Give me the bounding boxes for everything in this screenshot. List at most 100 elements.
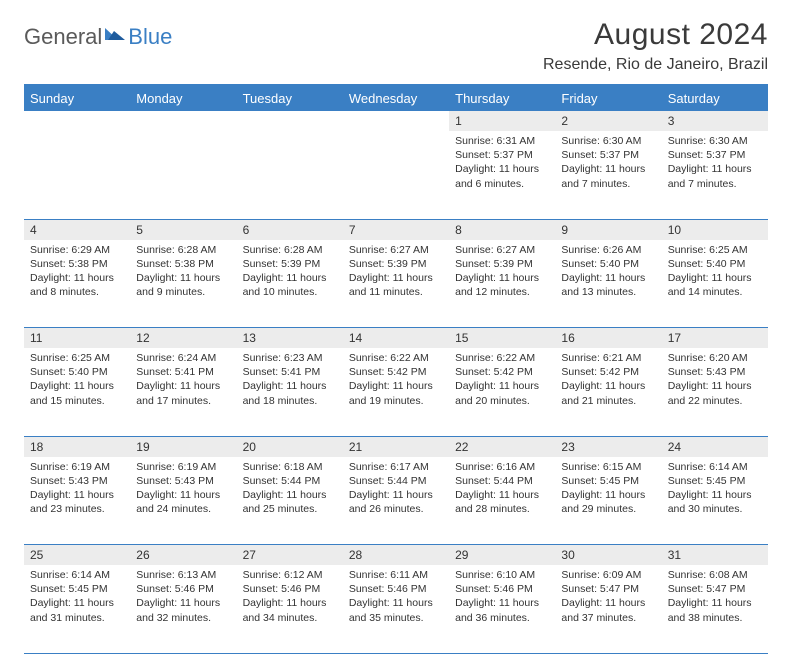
day-body-cell: Sunrise: 6:11 AMSunset: 5:46 PMDaylight:…: [343, 565, 449, 653]
day-body-cell: Sunrise: 6:15 AMSunset: 5:45 PMDaylight:…: [555, 457, 661, 545]
day-number-cell: 19: [130, 436, 236, 457]
day-body-cell: Sunrise: 6:18 AMSunset: 5:44 PMDaylight:…: [237, 457, 343, 545]
day-details: Sunrise: 6:22 AMSunset: 5:42 PMDaylight:…: [449, 348, 555, 414]
day-details: Sunrise: 6:16 AMSunset: 5:44 PMDaylight:…: [449, 457, 555, 523]
day-details: Sunrise: 6:20 AMSunset: 5:43 PMDaylight:…: [662, 348, 768, 414]
day-body-cell: Sunrise: 6:25 AMSunset: 5:40 PMDaylight:…: [24, 348, 130, 436]
day-body-cell: Sunrise: 6:31 AMSunset: 5:37 PMDaylight:…: [449, 131, 555, 219]
day-details: Sunrise: 6:18 AMSunset: 5:44 PMDaylight:…: [237, 457, 343, 523]
day-number-cell: 12: [130, 328, 236, 349]
day-body-cell: Sunrise: 6:28 AMSunset: 5:38 PMDaylight:…: [130, 240, 236, 328]
day-number-cell: 11: [24, 328, 130, 349]
day-details: Sunrise: 6:22 AMSunset: 5:42 PMDaylight:…: [343, 348, 449, 414]
day-details: Sunrise: 6:12 AMSunset: 5:46 PMDaylight:…: [237, 565, 343, 631]
day-details: Sunrise: 6:27 AMSunset: 5:39 PMDaylight:…: [343, 240, 449, 306]
calendar-table: Sunday Monday Tuesday Wednesday Thursday…: [24, 84, 768, 654]
day-number-cell: 9: [555, 219, 661, 240]
day-details: Sunrise: 6:26 AMSunset: 5:40 PMDaylight:…: [555, 240, 661, 306]
header: General Blue August 2024 Resende, Rio de…: [24, 18, 768, 74]
brand-flag-icon: [105, 26, 125, 49]
day-details: Sunrise: 6:14 AMSunset: 5:45 PMDaylight:…: [24, 565, 130, 631]
day-details: Sunrise: 6:30 AMSunset: 5:37 PMDaylight:…: [662, 131, 768, 197]
day-number-cell: 25: [24, 545, 130, 566]
day-body-row: Sunrise: 6:25 AMSunset: 5:40 PMDaylight:…: [24, 348, 768, 436]
day-number-cell: 26: [130, 545, 236, 566]
day-body-cell: Sunrise: 6:14 AMSunset: 5:45 PMDaylight:…: [24, 565, 130, 653]
day-body-cell: Sunrise: 6:13 AMSunset: 5:46 PMDaylight:…: [130, 565, 236, 653]
day-number-cell: 13: [237, 328, 343, 349]
day-body-row: Sunrise: 6:31 AMSunset: 5:37 PMDaylight:…: [24, 131, 768, 219]
day-number-cell: 24: [662, 436, 768, 457]
day-number-cell: 14: [343, 328, 449, 349]
weekday-header: Friday: [555, 85, 661, 111]
day-body-cell: Sunrise: 6:22 AMSunset: 5:42 PMDaylight:…: [343, 348, 449, 436]
day-body-cell: [130, 131, 236, 219]
day-number-cell: 17: [662, 328, 768, 349]
day-number-row: 123: [24, 111, 768, 131]
day-number-cell: 31: [662, 545, 768, 566]
day-details: Sunrise: 6:08 AMSunset: 5:47 PMDaylight:…: [662, 565, 768, 631]
day-number-cell: 7: [343, 219, 449, 240]
day-details: Sunrise: 6:17 AMSunset: 5:44 PMDaylight:…: [343, 457, 449, 523]
day-number-cell: 29: [449, 545, 555, 566]
day-body-cell: Sunrise: 6:29 AMSunset: 5:38 PMDaylight:…: [24, 240, 130, 328]
day-number-cell: 3: [662, 111, 768, 131]
weekday-header: Monday: [130, 85, 236, 111]
day-number-cell: 30: [555, 545, 661, 566]
day-body-cell: Sunrise: 6:30 AMSunset: 5:37 PMDaylight:…: [662, 131, 768, 219]
day-number-row: 11121314151617: [24, 328, 768, 349]
month-title: August 2024: [543, 18, 768, 52]
day-number-cell: 10: [662, 219, 768, 240]
day-details: Sunrise: 6:15 AMSunset: 5:45 PMDaylight:…: [555, 457, 661, 523]
day-details: Sunrise: 6:25 AMSunset: 5:40 PMDaylight:…: [662, 240, 768, 306]
day-number-cell: 20: [237, 436, 343, 457]
day-number-cell: [24, 111, 130, 131]
day-body-cell: Sunrise: 6:20 AMSunset: 5:43 PMDaylight:…: [662, 348, 768, 436]
day-number-cell: 4: [24, 219, 130, 240]
day-details: Sunrise: 6:31 AMSunset: 5:37 PMDaylight:…: [449, 131, 555, 197]
weekday-header: Tuesday: [237, 85, 343, 111]
day-number-cell: [130, 111, 236, 131]
day-number-cell: [343, 111, 449, 131]
day-details: Sunrise: 6:28 AMSunset: 5:39 PMDaylight:…: [237, 240, 343, 306]
weekday-header: Sunday: [24, 85, 130, 111]
day-body-cell: Sunrise: 6:25 AMSunset: 5:40 PMDaylight:…: [662, 240, 768, 328]
day-number-cell: 15: [449, 328, 555, 349]
day-number-cell: 5: [130, 219, 236, 240]
brand-part2: Blue: [128, 24, 172, 50]
day-number-cell: [237, 111, 343, 131]
day-details: Sunrise: 6:27 AMSunset: 5:39 PMDaylight:…: [449, 240, 555, 306]
day-details: Sunrise: 6:30 AMSunset: 5:37 PMDaylight:…: [555, 131, 661, 197]
weekday-header: Saturday: [662, 85, 768, 111]
day-body-cell: [24, 131, 130, 219]
day-body-cell: Sunrise: 6:26 AMSunset: 5:40 PMDaylight:…: [555, 240, 661, 328]
day-body-row: Sunrise: 6:29 AMSunset: 5:38 PMDaylight:…: [24, 240, 768, 328]
day-number-cell: 27: [237, 545, 343, 566]
day-number-row: 25262728293031: [24, 545, 768, 566]
day-body-cell: Sunrise: 6:17 AMSunset: 5:44 PMDaylight:…: [343, 457, 449, 545]
day-body-cell: Sunrise: 6:12 AMSunset: 5:46 PMDaylight:…: [237, 565, 343, 653]
day-number-cell: 28: [343, 545, 449, 566]
day-number-cell: 22: [449, 436, 555, 457]
day-body-cell: Sunrise: 6:30 AMSunset: 5:37 PMDaylight:…: [555, 131, 661, 219]
brand-logo: General Blue: [24, 24, 172, 50]
day-details: Sunrise: 6:24 AMSunset: 5:41 PMDaylight:…: [130, 348, 236, 414]
day-body-cell: Sunrise: 6:16 AMSunset: 5:44 PMDaylight:…: [449, 457, 555, 545]
day-number-cell: 21: [343, 436, 449, 457]
day-body-cell: Sunrise: 6:19 AMSunset: 5:43 PMDaylight:…: [24, 457, 130, 545]
day-body-cell: Sunrise: 6:27 AMSunset: 5:39 PMDaylight:…: [343, 240, 449, 328]
brand-part1: General: [24, 24, 102, 50]
day-body-row: Sunrise: 6:14 AMSunset: 5:45 PMDaylight:…: [24, 565, 768, 653]
title-block: August 2024 Resende, Rio de Janeiro, Bra…: [543, 18, 768, 74]
day-number-cell: 6: [237, 219, 343, 240]
location-subtitle: Resende, Rio de Janeiro, Brazil: [543, 56, 768, 74]
weekday-header: Thursday: [449, 85, 555, 111]
day-number-cell: 23: [555, 436, 661, 457]
day-details: Sunrise: 6:14 AMSunset: 5:45 PMDaylight:…: [662, 457, 768, 523]
day-number-row: 18192021222324: [24, 436, 768, 457]
day-body-cell: Sunrise: 6:22 AMSunset: 5:42 PMDaylight:…: [449, 348, 555, 436]
weekday-header-row: Sunday Monday Tuesday Wednesday Thursday…: [24, 85, 768, 111]
day-body-cell: Sunrise: 6:14 AMSunset: 5:45 PMDaylight:…: [662, 457, 768, 545]
day-number-cell: 16: [555, 328, 661, 349]
day-number-cell: 2: [555, 111, 661, 131]
